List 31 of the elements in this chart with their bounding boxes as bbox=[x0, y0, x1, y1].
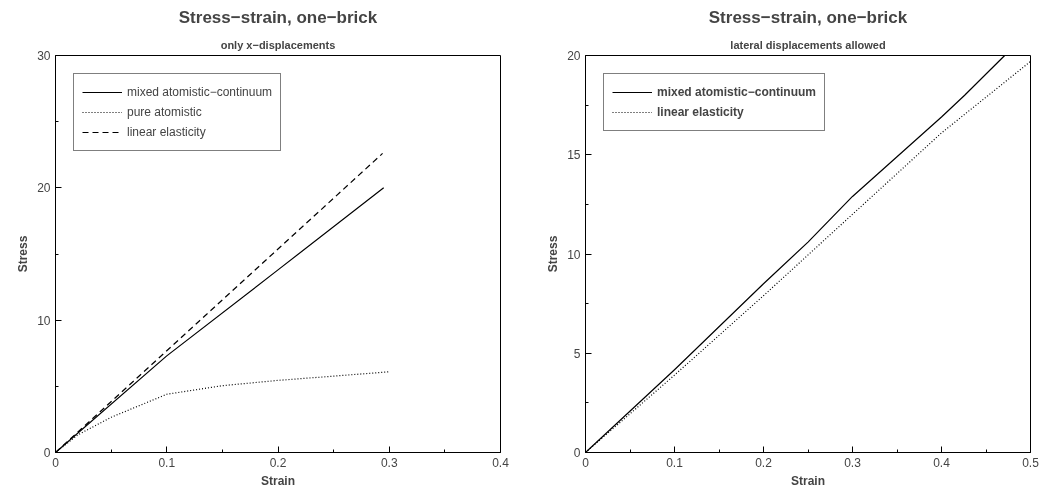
y-tick-label: 5 bbox=[573, 346, 581, 361]
y-tick-label: 10 bbox=[567, 247, 581, 262]
y-tick-label: 30 bbox=[37, 49, 51, 63]
x-tick-label: 0.2 bbox=[269, 455, 287, 470]
x-tick-label: 0.1 bbox=[158, 455, 176, 470]
chart-subtitle: lateral displacements allowed bbox=[730, 38, 886, 51]
x-tick-label: 0.4 bbox=[933, 455, 951, 470]
y-axis-title: Stress bbox=[16, 235, 31, 273]
legend-label: pure atomistic bbox=[127, 105, 202, 119]
x-tick-label: 0.3 bbox=[380, 455, 398, 470]
y-tick-label: 0 bbox=[573, 446, 581, 460]
x-axis-title: Strain bbox=[791, 473, 826, 488]
x-tick-label: 0.4 bbox=[492, 455, 510, 470]
x-tick-label: 0.2 bbox=[755, 455, 773, 470]
x-tick-label: 0.5 bbox=[1022, 455, 1040, 470]
x-axis-title: Strain bbox=[261, 473, 296, 488]
chart-title: Stress−strain, one−brick bbox=[708, 7, 908, 27]
legend-label: mixed atomistic−continuum bbox=[657, 85, 817, 99]
y-tick-label: 15 bbox=[567, 148, 581, 163]
legend-label: linear elasticity bbox=[127, 125, 206, 139]
x-tick-label: 0.3 bbox=[844, 455, 862, 470]
y-tick-label: 10 bbox=[37, 313, 51, 328]
y-tick-label: 20 bbox=[567, 49, 581, 63]
y-axis-title: Stress bbox=[546, 235, 561, 273]
chart-subtitle: only x−displacements bbox=[220, 38, 336, 51]
x-tick-label: 0.1 bbox=[666, 455, 684, 470]
legend-label: mixed atomistic−continuum bbox=[127, 85, 273, 99]
chart-title: Stress−strain, one−brick bbox=[178, 7, 378, 27]
y-tick-label: 20 bbox=[37, 181, 51, 196]
y-tick-label: 0 bbox=[43, 446, 51, 460]
legend-label: linear elasticity bbox=[657, 105, 744, 119]
